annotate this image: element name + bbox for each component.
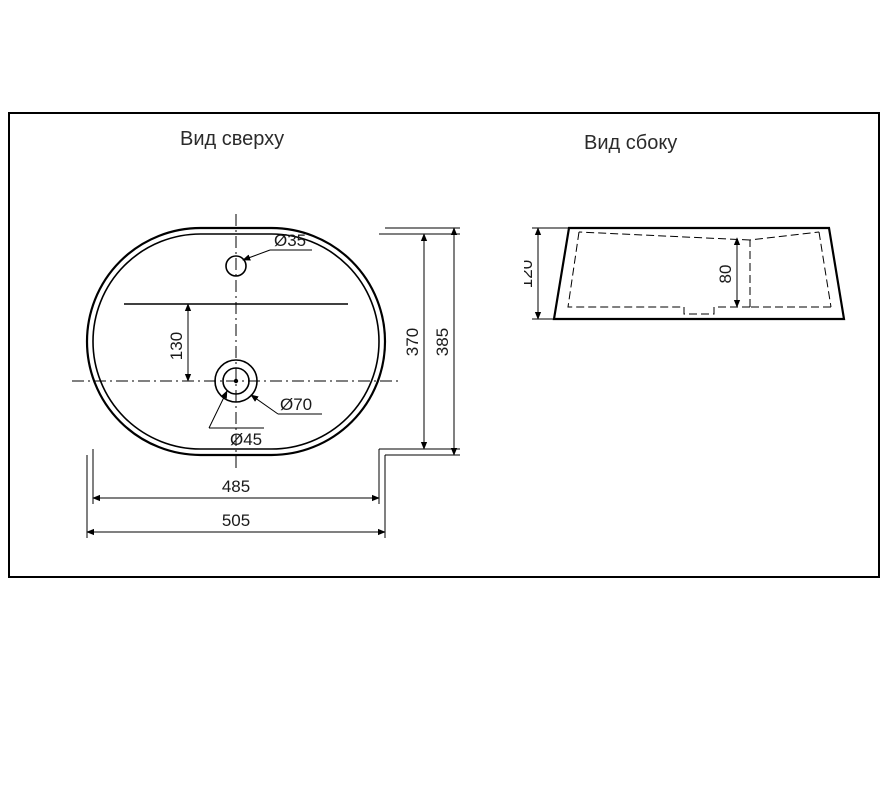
drain45-leader [209,391,227,428]
drain-centre-dot [234,379,238,383]
faucet-leader [243,250,270,260]
side-outer-outline [554,228,844,319]
side-inner-top [579,232,750,240]
faucet-dia-label: Ø35 [274,231,306,250]
dim-370-label: 370 [403,328,422,356]
drain70-label: Ø70 [280,395,312,414]
side-view-svg: 120 80 [524,206,864,376]
drawing-frame: Вид сверху Вид сбоку [8,112,880,578]
dim-385-label: 385 [433,328,452,356]
dim-80-label: 80 [716,265,735,284]
side-drain-notch [684,307,750,314]
dim-120-label: 120 [524,260,536,288]
title-side-view: Вид сбоку [584,132,677,155]
dim-485-label: 485 [222,477,250,496]
title-top-view: Вид сверху [180,128,284,151]
dim-505-label: 505 [222,511,250,530]
top-view-svg: Ø35 Ø70 Ø45 130 370 385 [12,170,482,570]
dim-130-label: 130 [167,332,186,360]
side-inner-right [750,232,819,307]
side-inner-right-wall [819,232,831,307]
drain45-label: Ø45 [230,430,262,449]
drain70-leader [251,395,278,414]
drawing-canvas: Вид сверху Вид сбоку [0,0,891,800]
side-inner-left [568,232,684,307]
